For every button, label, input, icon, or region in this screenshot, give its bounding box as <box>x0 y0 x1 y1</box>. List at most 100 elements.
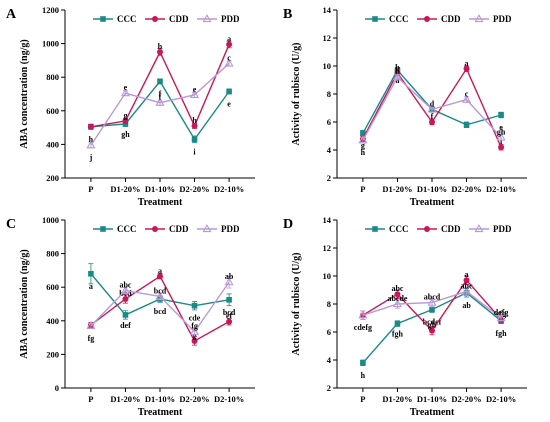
y-tick-label: 10 <box>323 61 332 71</box>
y-tick-label: 400 <box>46 316 59 326</box>
data-point <box>122 295 129 302</box>
data-point <box>360 360 366 366</box>
significance-label: g <box>361 141 365 150</box>
data-point <box>429 327 435 334</box>
data-point <box>224 58 234 67</box>
legend-marker <box>474 14 484 23</box>
series-pdd: h b d c gh <box>358 67 506 157</box>
data-point <box>427 297 437 306</box>
legend-item-ccc: CCC <box>365 14 409 24</box>
legend-marker <box>152 226 158 232</box>
data-point <box>120 285 130 294</box>
data-point <box>157 49 163 55</box>
significance-label: f <box>159 93 162 102</box>
significance-label: gh <box>497 127 506 136</box>
legend-item-cdd: CDD <box>417 14 461 24</box>
series-pdd: cdefg abcde abcd abc defg <box>354 281 509 332</box>
data-point <box>498 144 505 151</box>
legend-label: PDD <box>493 224 512 234</box>
x-tick-label: D1-10% <box>145 184 175 194</box>
y-tick-label: 14 <box>323 5 332 15</box>
legend-label: CDD <box>169 14 189 24</box>
significance-label: abc <box>119 281 131 290</box>
y-tick-label: 600 <box>46 106 59 116</box>
legend-item-cdd: CDD <box>417 224 461 234</box>
x-axis-title: Treatment <box>138 197 183 208</box>
y-tick-label: 8 <box>327 89 331 99</box>
y-tick-label: 200 <box>46 349 59 359</box>
legend-label: CDD <box>441 14 461 24</box>
series-cdd: g b h a <box>87 34 233 130</box>
panel-letter: B <box>283 7 292 22</box>
chart-panel-c: C 0 200 400 600 800 1000 P D1-20% D1-10% D2-20% D2-… <box>6 215 255 418</box>
legend-item-ccc: CCC <box>365 224 409 234</box>
data-point <box>155 97 165 106</box>
legend-marker <box>202 224 212 233</box>
x-axis-title: Treatment <box>410 197 455 208</box>
legend-label: PDD <box>493 14 512 24</box>
data-point <box>226 41 233 48</box>
data-point <box>496 313 506 322</box>
data-point <box>427 104 437 113</box>
x-axis-title: Treatment <box>410 407 455 418</box>
x-tick-label: D2-10% <box>214 184 244 194</box>
significance-label: j <box>89 153 93 162</box>
legend-label: CDD <box>441 224 461 234</box>
legend-item-cdd: CDD <box>145 14 189 24</box>
y-tick-label: 12 <box>323 243 332 253</box>
legend-label: CCC <box>389 14 409 24</box>
data-point <box>394 291 401 298</box>
significance-label: i <box>193 147 196 156</box>
chart-panel-a: A 200 400 600 800 1000 1200 P D1-20% D1-10% D2-20%… <box>6 5 255 208</box>
x-tick-label: D1-10% <box>417 184 447 194</box>
significance-label: bcd <box>223 308 236 317</box>
significance-label: abcde <box>387 294 407 303</box>
legend-item-pdd: PDD <box>469 14 512 24</box>
legend-marker <box>372 16 378 22</box>
y-tick-label: 2 <box>327 383 331 393</box>
data-point <box>358 310 368 319</box>
significance-label: fgh <box>392 330 404 339</box>
y-tick-label: 800 <box>46 249 59 259</box>
legend-marker <box>100 226 106 232</box>
data-point <box>190 89 200 98</box>
y-axis-title: Activity of rubisco (U/g) <box>291 252 302 355</box>
significance-label: e <box>227 99 231 108</box>
series-pdd: fg abc bcd fg ab <box>86 272 234 343</box>
chart-panel-d: D 2 4 6 8 10 12 14 P D1-20% D1-10% D2-20% D2-10% Trea… <box>283 215 527 418</box>
x-tick-label: P <box>88 394 93 404</box>
significance-label: fgh <box>496 329 508 338</box>
significance-label: abc <box>461 281 473 290</box>
significance-label: bcdef <box>423 318 442 327</box>
data-point <box>191 122 198 129</box>
legend-item-pdd: PDD <box>197 224 240 234</box>
y-tick-label: 14 <box>323 215 332 225</box>
significance-label: cdefg <box>354 323 372 332</box>
significance-label: cde <box>189 314 201 323</box>
y-tick-label: 1000 <box>42 39 59 49</box>
significance-label: f <box>159 89 162 98</box>
y-tick-label: 600 <box>46 282 59 292</box>
data-point <box>191 136 198 143</box>
legend-item-pdd: PDD <box>469 224 512 234</box>
y-tick-label: 1200 <box>42 5 59 15</box>
data-point <box>191 302 198 309</box>
x-tick-label: D2-10% <box>486 394 516 404</box>
legend-item-pdd: PDD <box>197 14 240 24</box>
y-tick-label: 200 <box>46 173 59 183</box>
y-tick-label: 1000 <box>42 215 59 225</box>
chart-panel-b: B 2 4 6 8 10 12 14 P D1-20% D1-10% D2-20% D2-10% Trea… <box>283 5 527 208</box>
significance-label: gh <box>428 321 437 330</box>
significance-label: c <box>227 53 231 62</box>
significance-label: h <box>361 148 366 157</box>
data-point <box>86 320 96 329</box>
legend-label: CCC <box>389 224 409 234</box>
data-point <box>463 122 470 128</box>
data-point <box>122 312 129 318</box>
y-tick-label: 4 <box>327 145 332 155</box>
data-point <box>157 273 163 280</box>
significance-label: e <box>124 83 128 92</box>
data-point <box>226 318 233 325</box>
x-tick-label: D1-10% <box>417 394 447 404</box>
significance-label: a <box>465 59 469 68</box>
